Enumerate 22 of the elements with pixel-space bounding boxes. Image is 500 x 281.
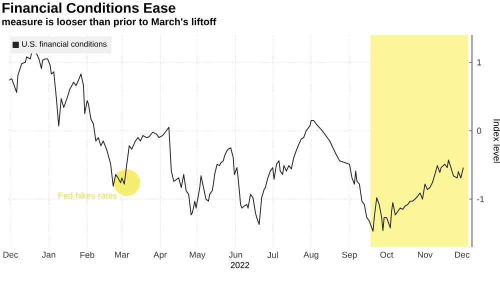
y-tick-label: -1: [477, 196, 484, 202]
chart-subtitle: measure is looser than prior to March's liftoff: [2, 18, 216, 28]
y-tick-label: 1: [477, 59, 482, 66]
x-tick-label: Dec: [3, 252, 18, 258]
x-axis-title: 2022: [230, 262, 250, 268]
x-tick-label: Sep: [342, 252, 357, 260]
annotation: Fed hikes rates: [58, 192, 117, 199]
x-tick-label: Jun: [228, 252, 242, 258]
x-tick-label: May: [190, 252, 206, 260]
legend-label: U.S. financial conditions: [22, 40, 107, 47]
x-tick-label: Mar: [115, 252, 130, 258]
x-tick-label: Aug: [303, 252, 318, 260]
chart-title: Financial Conditions Ease: [2, 2, 176, 13]
y-tick-label: 0: [477, 128, 482, 134]
x-tick-label: Apr: [153, 252, 167, 260]
x-tick-label: Oct: [380, 252, 394, 258]
x-tick-label: Jul: [267, 252, 278, 258]
x-tick-label: Jan: [42, 252, 56, 258]
x-tick-label: Dec: [455, 252, 470, 258]
x-tick-label: Feb: [80, 252, 94, 258]
y-axis-title: Index level: [494, 120, 500, 163]
x-tick-label: Nov: [418, 252, 433, 258]
